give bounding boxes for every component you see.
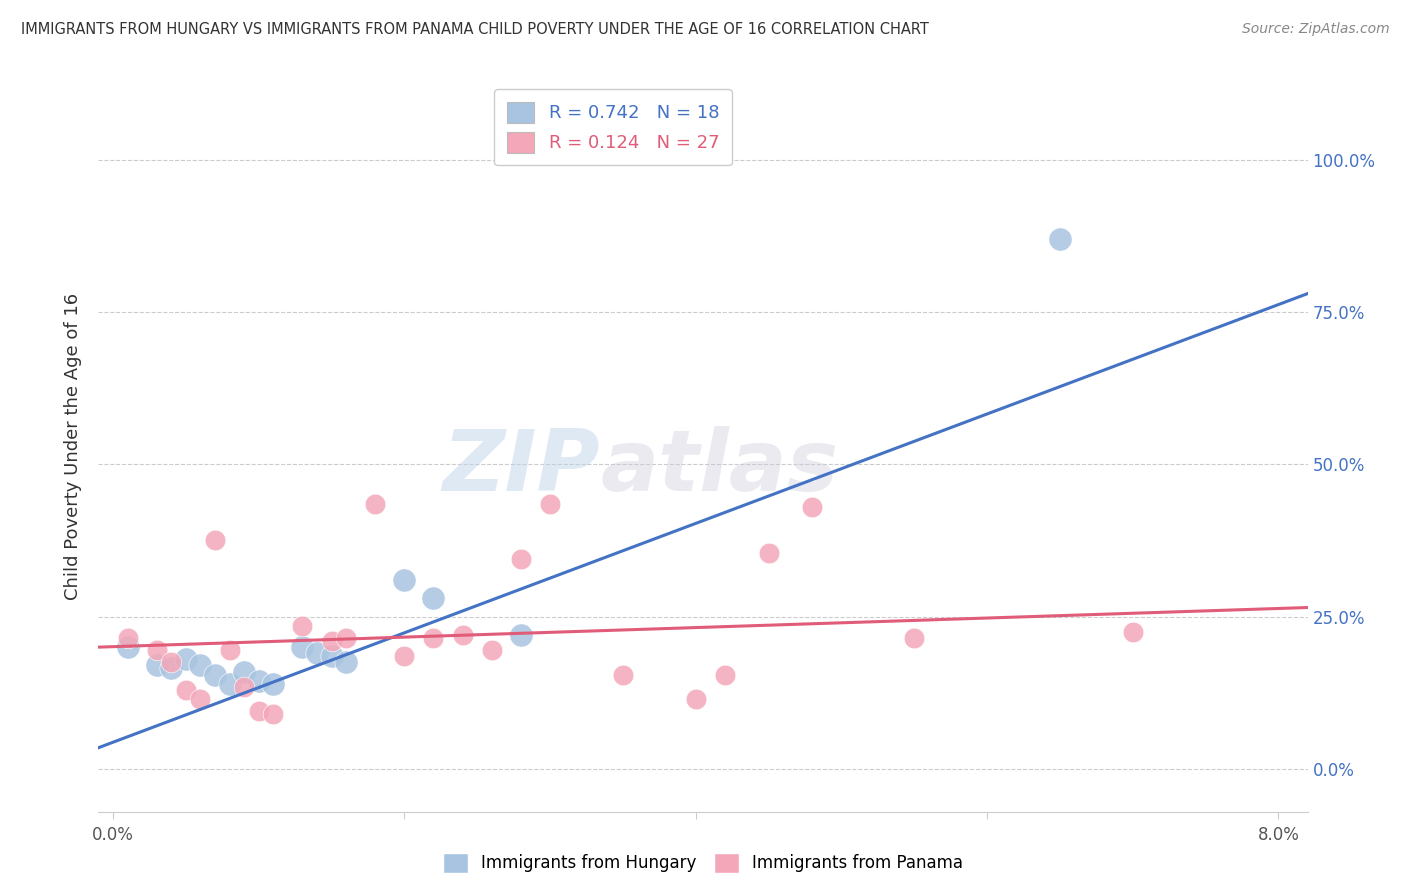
Point [758,546,780,560]
Point [422,631,444,645]
Point [233,680,256,694]
Point [305,646,328,660]
Text: IMMIGRANTS FROM HUNGARY VS IMMIGRANTS FROM PANAMA CHILD POVERTY UNDER THE AGE OF: IMMIGRANTS FROM HUNGARY VS IMMIGRANTS FR… [21,22,929,37]
Text: atlas: atlas [600,426,838,509]
Point [509,628,531,642]
Point [247,704,270,718]
Point [218,676,240,690]
Point [335,656,357,670]
Point [612,667,634,681]
Point [335,631,357,645]
Text: Source: ZipAtlas.com: Source: ZipAtlas.com [1241,22,1389,37]
Point [160,656,183,670]
Point [190,658,212,673]
Point [174,652,197,666]
Point [394,649,416,664]
Point [394,573,416,587]
Point [145,658,167,673]
Point [247,673,270,688]
Point [481,643,503,657]
Text: ZIP: ZIP [443,426,600,509]
Point [422,591,444,606]
Point [714,667,737,681]
Point [321,649,343,664]
Point [291,619,314,633]
Point [1049,232,1071,246]
Point [321,634,343,648]
Point [801,500,824,514]
Point [233,665,256,679]
Point [1122,624,1144,639]
Point [174,682,197,697]
Point [262,676,284,690]
Point [262,707,284,722]
Point [364,497,387,511]
Point [903,631,925,645]
Point [538,497,561,511]
Point [204,533,226,548]
Point [204,667,226,681]
Y-axis label: Child Poverty Under the Age of 16: Child Poverty Under the Age of 16 [63,293,82,599]
Point [218,643,240,657]
Legend: Immigrants from Hungary, Immigrants from Panama: Immigrants from Hungary, Immigrants from… [436,847,970,880]
Point [117,631,139,645]
Point [117,640,139,655]
Point [451,628,474,642]
Point [291,640,314,655]
Point [509,551,531,566]
Point [685,692,707,706]
Legend: R = 0.742   N = 18, R = 0.124   N = 27: R = 0.742 N = 18, R = 0.124 N = 27 [495,89,731,165]
Point [190,692,212,706]
Point [160,661,183,675]
Point [145,643,167,657]
